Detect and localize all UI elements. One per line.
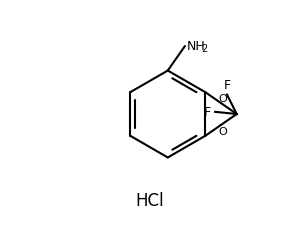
Text: F: F — [204, 106, 211, 119]
Text: 2: 2 — [202, 44, 208, 54]
Text: HCl: HCl — [136, 191, 164, 209]
Text: O: O — [219, 126, 227, 136]
Text: O: O — [219, 94, 227, 104]
Text: NH: NH — [187, 40, 206, 52]
Text: F: F — [224, 78, 231, 91]
